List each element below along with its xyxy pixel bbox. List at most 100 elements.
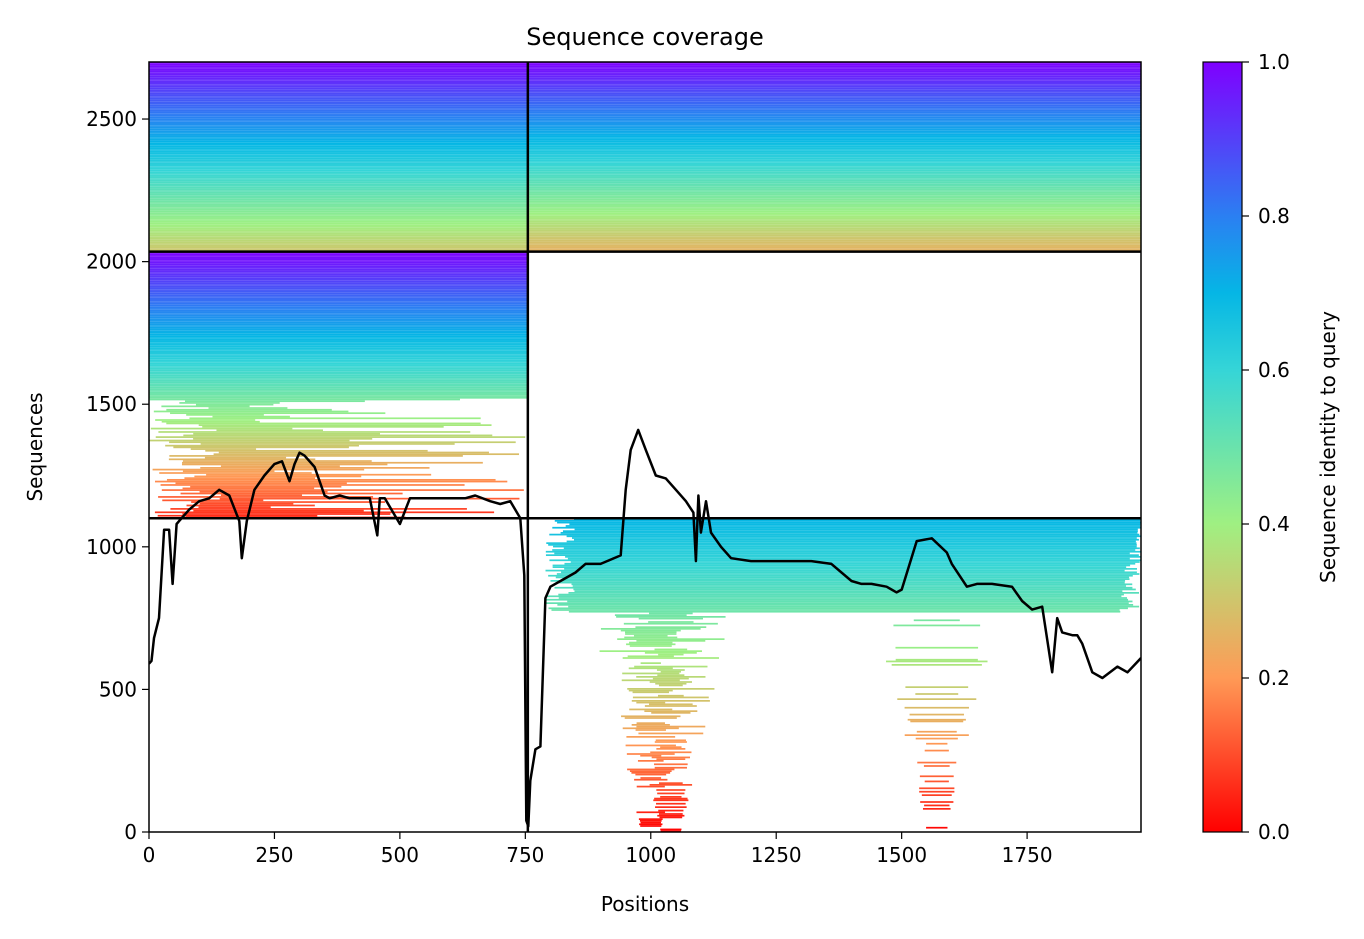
msa-row — [545, 554, 1139, 557]
msa-block — [149, 251, 528, 519]
msa-row — [625, 633, 677, 635]
msa-row — [149, 396, 528, 399]
msa-row — [149, 132, 528, 134]
msa-row — [629, 770, 672, 773]
msa-row — [149, 205, 528, 208]
msa-row — [208, 407, 288, 409]
msa-row — [621, 715, 681, 718]
msa-row — [527, 75, 1141, 78]
msa-row — [149, 125, 528, 127]
msa-row — [563, 547, 1140, 550]
msa-row — [627, 655, 674, 658]
colorbar-tick-label: 0.8 — [1258, 204, 1290, 228]
msa-row — [566, 535, 1141, 538]
msa-row — [202, 425, 444, 428]
msa-row — [650, 751, 692, 754]
msa-row — [150, 427, 293, 430]
msa-row — [527, 94, 1141, 97]
msa-row — [656, 802, 686, 805]
msa-row — [556, 573, 1140, 575]
msa-row — [149, 345, 528, 348]
msa-row — [653, 799, 689, 802]
x-tick-label: 0 — [143, 843, 156, 867]
msa-row — [624, 717, 677, 719]
msa-row — [527, 70, 1141, 73]
msa-row — [149, 140, 528, 143]
msa-row — [220, 494, 303, 497]
msa-row — [149, 321, 528, 324]
msa-row — [149, 144, 528, 146]
msa-row — [149, 92, 528, 95]
msa-row — [545, 602, 1129, 605]
msa-row — [654, 766, 687, 769]
msa-row — [656, 669, 685, 671]
coverage-line — [149, 428, 1141, 828]
msa-block — [149, 62, 528, 252]
y-tick: 2000 — [86, 250, 149, 274]
msa-row — [180, 492, 403, 495]
msa-row — [636, 785, 665, 788]
msa-row — [623, 622, 718, 625]
msa-row — [149, 391, 528, 394]
msa-row — [527, 108, 1141, 110]
msa-row — [149, 323, 528, 326]
msa-row — [149, 179, 528, 182]
msa-row — [190, 448, 257, 450]
chart-title: Sequence coverage — [526, 23, 763, 51]
msa-row — [149, 150, 528, 153]
msa-row — [149, 169, 528, 172]
msa-row — [149, 219, 528, 221]
msa-row — [527, 111, 1141, 114]
msa-row — [926, 742, 948, 745]
msa-block — [545, 518, 1141, 832]
msa-row — [149, 376, 528, 379]
msa-row — [527, 132, 1141, 134]
msa-row — [182, 513, 391, 515]
msa-row — [161, 405, 250, 408]
x-tick-label: 250 — [255, 843, 293, 867]
msa-row — [916, 730, 957, 733]
msa-row — [193, 437, 373, 440]
msa-row — [527, 92, 1141, 95]
msa-row — [660, 796, 682, 798]
msa-row — [600, 628, 701, 630]
y-tick: 1000 — [86, 535, 149, 559]
msa-row — [919, 790, 955, 793]
msa-row — [527, 142, 1141, 145]
msa-row — [638, 617, 703, 620]
y-tick: 1500 — [86, 392, 149, 416]
x-axis: 0 250 500 750 1000 1250 1500 1750 — [143, 832, 1053, 867]
msa-row — [904, 706, 969, 709]
msa-row — [149, 232, 528, 235]
msa-row — [558, 593, 1124, 596]
msa-row — [149, 128, 528, 131]
msa-row — [527, 116, 1141, 119]
msa-row — [149, 309, 528, 312]
msa-row — [558, 597, 1127, 599]
msa-row — [149, 188, 528, 191]
msa-row — [149, 381, 528, 384]
msa-row — [149, 133, 528, 136]
msa-row — [527, 63, 1141, 66]
msa-row — [159, 472, 312, 474]
msa-row — [919, 787, 955, 790]
msa-row — [659, 816, 683, 819]
msa-row — [564, 562, 1136, 565]
msa-row — [546, 598, 1129, 601]
msa-row — [527, 84, 1141, 86]
msa-row — [550, 580, 1126, 582]
msa-row — [572, 585, 1127, 587]
msa-row — [183, 434, 493, 437]
msa-row — [549, 559, 1141, 562]
msa-row — [179, 402, 280, 404]
msa-row — [649, 784, 693, 786]
msa-row — [527, 85, 1141, 88]
msa-row — [149, 185, 528, 187]
msa-row — [158, 496, 374, 498]
msa-row — [658, 782, 683, 785]
msa-row — [149, 94, 528, 97]
msa-row — [527, 226, 1141, 228]
msa-row — [155, 419, 256, 421]
msa-row — [527, 186, 1141, 189]
msa-row — [149, 208, 528, 211]
